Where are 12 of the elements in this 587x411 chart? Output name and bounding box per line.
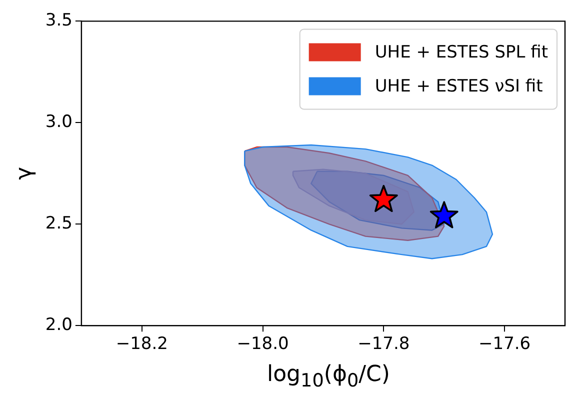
x-tick-label: −18.2 [116,334,168,354]
y-tick-label: 3.0 [45,112,72,132]
y-axis-title: γ [12,166,37,180]
y-tick-label: 2.5 [45,214,72,234]
y-tick-label: 3.5 [45,10,72,31]
x-tick-label: −18.0 [236,334,289,354]
legend-label: UHE + ESTES SPL fit [374,42,548,63]
x-axis-title: log$_{10}$(ϕ$_{0}$/C) [266,362,391,392]
y-tick-label: 2.0 [45,315,72,336]
legend-label: UHE + ESTES νSI fit [374,76,544,97]
x-tick-label: −17.6 [478,334,531,354]
x-tick-label: −17.8 [358,334,410,354]
